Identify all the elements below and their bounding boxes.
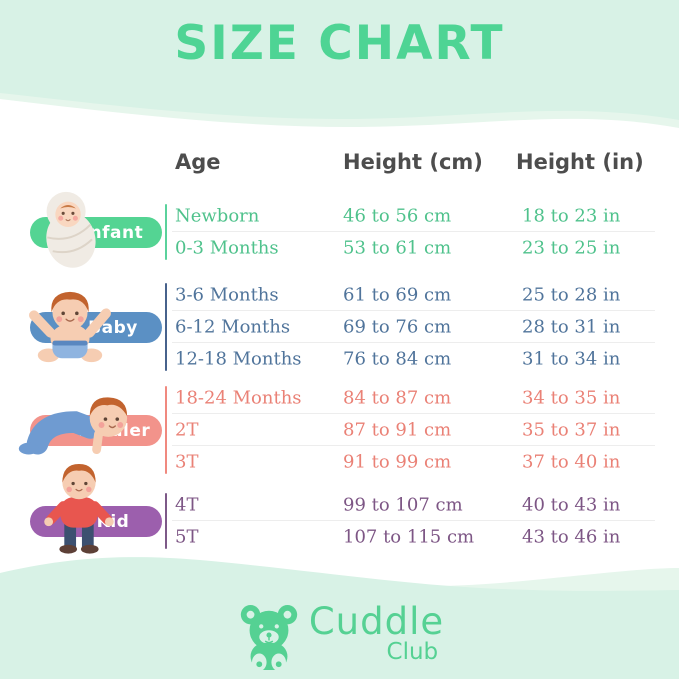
table-row: 3T 91 to 99 cm 37 to 40 in <box>0 446 655 478</box>
table-row: 6-12 Months 69 to 76 cm 28 to 31 in <box>0 311 655 343</box>
size-group-toddler: 18-24 Months 84 to 87 cm 34 to 35 in 2T … <box>0 382 679 478</box>
age-cell: 18-24 Months <box>175 387 302 409</box>
col-header-age: Age <box>175 150 221 174</box>
page-title: SIZE CHART <box>174 16 505 71</box>
age-cell: 3T <box>175 451 199 473</box>
age-cell: 6-12 Months <box>175 316 291 338</box>
brand-name: Cuddle Club <box>308 600 445 665</box>
height-cm-cell: 99 to 107 cm <box>343 494 463 516</box>
swaddled-infant-icon <box>46 191 96 268</box>
table-row: 5T 107 to 115 cm 43 to 46 in <box>0 521 655 553</box>
kid-accent-line <box>165 493 167 549</box>
brand-name-main: Cuddle <box>308 600 445 643</box>
height-in-cell: 35 to 37 in <box>522 419 621 441</box>
table-row: Newborn 46 to 56 cm 18 to 23 in <box>0 200 655 232</box>
table-row: 18-24 Months 84 to 87 cm 34 to 35 in <box>0 382 655 414</box>
height-in-cell: 40 to 43 in <box>522 494 621 516</box>
infant-accent-line <box>165 204 167 260</box>
table-header-row: Age Height (cm) Height (in) <box>0 150 679 180</box>
height-cm-cell: 46 to 56 cm <box>343 205 452 227</box>
table-row: 3-6 Months 61 to 69 cm 25 to 28 in <box>0 279 655 311</box>
height-in-cell: 28 to 31 in <box>522 316 621 338</box>
teddy-bear-icon <box>240 604 298 672</box>
age-cell: 3-6 Months <box>175 284 279 306</box>
height-cm-cell: 76 to 84 cm <box>343 348 452 370</box>
age-cell: 2T <box>175 419 199 441</box>
height-in-cell: 34 to 35 in <box>522 387 621 409</box>
col-header-height-in: Height (in) <box>516 150 644 174</box>
height-cm-cell: 61 to 69 cm <box>343 284 452 306</box>
table-row: 2T 87 to 91 cm 35 to 37 in <box>0 414 655 446</box>
crawling-toddler-icon <box>18 397 128 455</box>
brand-logo: Cuddle Club <box>0 600 679 674</box>
table-row: 12-18 Months 76 to 84 cm 31 to 34 in <box>0 343 655 375</box>
age-cell: 5T <box>175 526 199 548</box>
age-cell: 4T <box>175 494 199 516</box>
age-cell: 12-18 Months <box>175 348 302 370</box>
baby-accent-line <box>165 283 167 371</box>
bottom-wave-decoration <box>0 557 679 679</box>
infant-group-label: Infant <box>82 222 144 243</box>
height-in-cell: 25 to 28 in <box>522 284 621 306</box>
height-cm-cell: 53 to 61 cm <box>343 237 452 259</box>
height-cm-cell: 69 to 76 cm <box>343 316 452 338</box>
height-cm-cell: 91 to 99 cm <box>343 451 452 473</box>
top-wave-decoration <box>0 0 679 128</box>
age-cell: 0-3 Months <box>175 237 279 259</box>
height-in-cell: 31 to 34 in <box>522 348 621 370</box>
col-header-height-cm: Height (cm) <box>343 150 483 174</box>
brand-name-sub: Club <box>386 638 439 665</box>
size-group-kid: 4T 99 to 107 cm 40 to 43 in 5T 107 to 11… <box>0 489 679 553</box>
height-cm-cell: 84 to 87 cm <box>343 387 452 409</box>
standing-kid-icon <box>44 463 114 554</box>
table-row: 0-3 Months 53 to 61 cm 23 to 25 in <box>0 232 655 264</box>
height-in-cell: 43 to 46 in <box>522 526 621 548</box>
size-group-infant: Newborn 46 to 56 cm 18 to 23 in 0-3 Mont… <box>0 200 679 264</box>
table-row: 4T 99 to 107 cm 40 to 43 in <box>0 489 655 521</box>
height-in-cell: 37 to 40 in <box>522 451 621 473</box>
height-in-cell: 23 to 25 in <box>522 237 621 259</box>
toddler-accent-line <box>165 386 167 474</box>
age-cell: Newborn <box>175 205 260 227</box>
height-cm-cell: 107 to 115 cm <box>343 526 475 548</box>
sitting-baby-icon <box>29 291 111 363</box>
height-cm-cell: 87 to 91 cm <box>343 419 452 441</box>
height-in-cell: 18 to 23 in <box>522 205 621 227</box>
size-group-baby: 3-6 Months 61 to 69 cm 25 to 28 in 6-12 … <box>0 279 679 375</box>
